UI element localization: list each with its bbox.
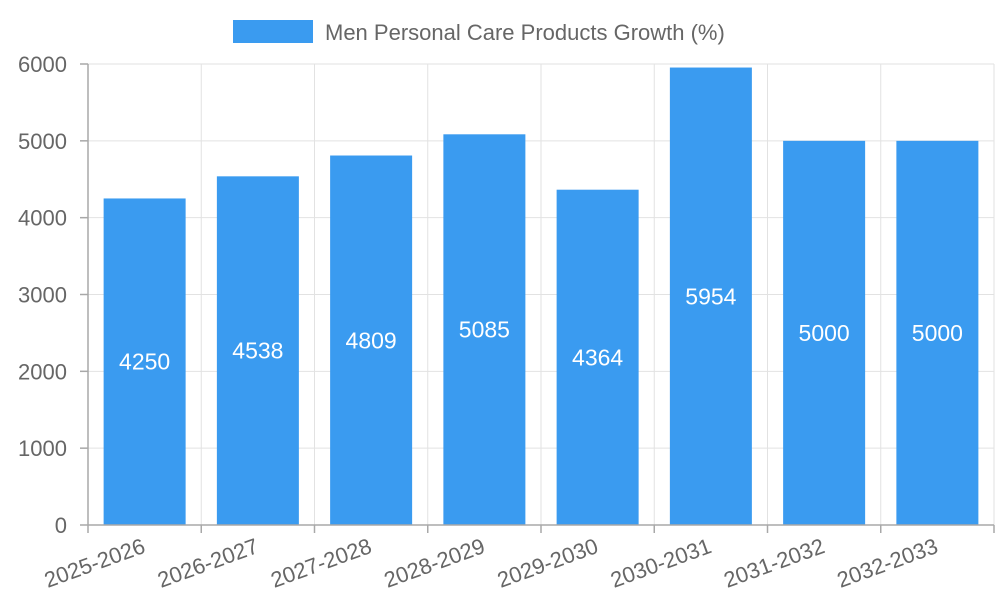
legend-label: Men Personal Care Products Growth (%) <box>325 20 725 45</box>
x-tick-label: 2025-2026 <box>41 533 148 592</box>
x-tick-label: 2026-2027 <box>154 533 261 592</box>
bar-value-label: 4809 <box>346 327 397 353</box>
y-tick-label: 6000 <box>18 52 67 77</box>
y-tick-label: 3000 <box>18 283 67 308</box>
bar-2026-2027[interactable] <box>216 176 299 526</box>
y-tick-label: 0 <box>55 513 67 538</box>
legend-swatch <box>233 20 313 43</box>
bar-value-label: 5954 <box>685 283 736 309</box>
x-tick-label: 2029-2030 <box>494 533 601 592</box>
x-tick-label: 2028-2029 <box>381 533 488 592</box>
bar-value-label: 4364 <box>572 344 623 370</box>
bar-2029-2030[interactable] <box>556 189 639 525</box>
bar-2027-2028[interactable] <box>330 155 413 526</box>
y-tick-label: 2000 <box>18 359 67 384</box>
bar-2032-2033[interactable] <box>896 140 979 526</box>
bar-value-label: 5000 <box>912 320 963 346</box>
bar-2031-2032[interactable] <box>783 140 866 526</box>
bars <box>103 67 979 526</box>
x-tick-label: 2030-2031 <box>607 533 714 592</box>
y-tick-label: 1000 <box>18 436 67 461</box>
x-tick-label: 2032-2033 <box>834 533 941 592</box>
bar-value-label: 4250 <box>119 349 170 375</box>
x-tick-label: 2027-2028 <box>267 533 374 592</box>
data-labels: 4250 4538 4809 5085 4364 5954 5000 5000 <box>119 283 963 374</box>
y-tick-label: 5000 <box>18 129 67 154</box>
legend[interactable]: Men Personal Care Products Growth (%) <box>233 20 725 45</box>
bar-value-label: 5000 <box>799 320 850 346</box>
bar-2030-2031[interactable] <box>669 67 752 525</box>
x-axis-ticks: 2025-2026 2026-2027 2027-2028 2028-2029 2029… <box>41 525 995 593</box>
bar-2025-2026[interactable] <box>103 198 186 526</box>
y-tick-label: 4000 <box>18 206 67 231</box>
bar-value-label: 5085 <box>459 317 510 343</box>
x-tick-label: 2031-2032 <box>720 533 827 592</box>
bar-value-label: 4538 <box>232 338 283 364</box>
bar-2028-2029[interactable] <box>443 134 526 526</box>
y-axis-ticks: 0 1000 2000 3000 4000 5000 6000 <box>18 52 88 538</box>
